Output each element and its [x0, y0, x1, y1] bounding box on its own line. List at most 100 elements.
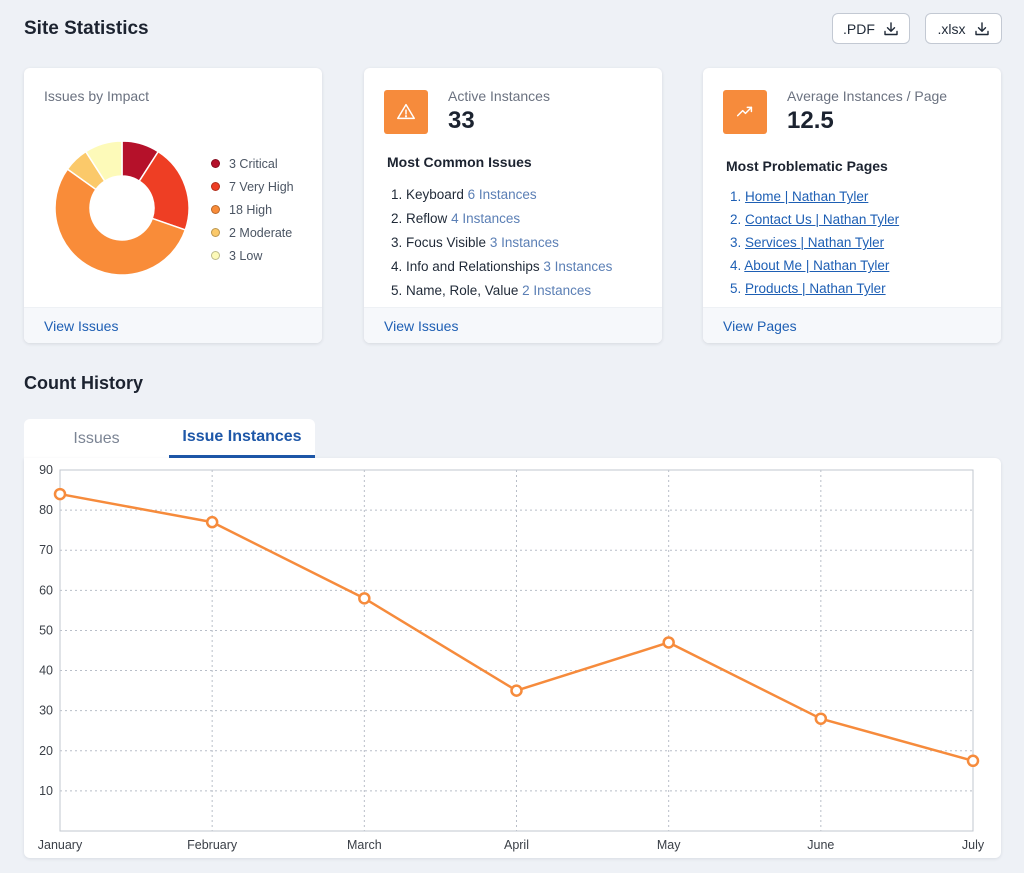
issue-count: 4 Instances: [451, 211, 521, 226]
view-issues-link[interactable]: View Issues: [384, 317, 459, 334]
stat-icon-box: [384, 90, 428, 134]
legend-swatch: [211, 251, 220, 260]
x-tick-label: January: [38, 838, 83, 852]
stat-label: Average Instances / Page: [787, 88, 948, 104]
issue-count: 2 Instances: [522, 283, 592, 298]
stat-icon-box: [723, 90, 767, 134]
list-item: 4. About Me | Nathan Tyler: [730, 254, 899, 277]
legend-label: 3 Critical: [229, 156, 278, 171]
y-tick-label: 20: [39, 744, 53, 758]
issue-name: Info and Relationships: [406, 259, 540, 274]
legend-label: 18 High: [229, 202, 273, 217]
page-link[interactable]: Contact Us | Nathan Tyler: [745, 212, 900, 227]
data-point: [358, 592, 371, 605]
impact-donut-chart: [54, 140, 190, 276]
item-number: 2.: [730, 212, 742, 227]
tab-issues[interactable]: Issues: [24, 419, 169, 458]
legend-label: 7 Very High: [229, 179, 294, 194]
impact-legend: 3 Critical 7 Very High 18 High 2 Moderat…: [211, 152, 294, 267]
stat-label: Active Instances: [448, 88, 550, 104]
page-title: Site Statistics: [24, 18, 149, 39]
list-item: 5. Products | Nathan Tyler: [730, 277, 899, 300]
list-item: 4. Info and Relationships 3 Instances: [391, 255, 612, 279]
issue-count: 3 Instances: [489, 235, 559, 250]
view-pages-link[interactable]: View Pages: [723, 317, 797, 334]
count-history-line-chart: 10 20 30 40 50 60 70 80 90 January February March Ap…: [38, 463, 985, 852]
problematic-pages-list: 1. Home | Nathan Tyler 2. Contact Us | N…: [730, 185, 899, 300]
legend-swatch: [211, 228, 220, 237]
common-issues-list: 1. Keyboard 6 Instances 2. Reflow 4 Inst…: [391, 183, 612, 303]
download-icon: [974, 21, 989, 35]
section-heading: Most Common Issues: [387, 154, 532, 170]
export-xlsx-button[interactable]: .xlsx: [925, 13, 1002, 44]
x-tick-label: June: [807, 838, 834, 852]
trending-up-icon: [736, 106, 753, 117]
legend-item-moderate: 2 Moderate: [211, 221, 294, 244]
average-instances-card: Average Instances / Page 12.5 Most Probl…: [703, 68, 1001, 343]
y-tick-label: 80: [39, 503, 53, 517]
list-item: 3. Focus Visible 3 Instances: [391, 231, 612, 255]
issue-count: 3 Instances: [543, 259, 613, 274]
legend-label: 3 Low: [229, 248, 263, 263]
item-number: 3.: [391, 235, 403, 250]
item-number: 3.: [730, 235, 742, 250]
download-icon: [884, 21, 898, 35]
x-tick-label: July: [962, 838, 985, 852]
export-pdf-label: .PDF: [843, 20, 875, 37]
item-number: 5.: [391, 283, 403, 298]
card-title: Issues by Impact: [44, 88, 150, 104]
history-tabs: Issues Issue Instances: [24, 419, 315, 458]
section-title: Count History: [24, 373, 143, 393]
data-point: [966, 754, 980, 768]
warning-triangle-icon: [397, 103, 415, 120]
y-tick-label: 40: [39, 664, 53, 678]
data-point: [205, 515, 219, 529]
issue-count: 6 Instances: [467, 187, 537, 202]
list-item: 1. Home | Nathan Tyler: [730, 185, 899, 208]
card-footer: View Issues: [24, 307, 322, 343]
item-number: 2.: [391, 211, 403, 226]
donut-slice: [84, 140, 123, 183]
legend-item-high: 18 High: [211, 198, 294, 221]
chart-grid: [60, 470, 973, 831]
list-item: 2. Contact Us | Nathan Tyler: [730, 208, 899, 231]
list-item: 2. Reflow 4 Instances: [391, 207, 612, 231]
stat-value: 12.5: [787, 107, 834, 134]
y-tick-label: 90: [39, 463, 53, 477]
list-item: 3. Services | Nathan Tyler: [730, 231, 899, 254]
tab-issue-instances[interactable]: Issue Instances: [169, 419, 315, 458]
issue-name: Keyboard: [406, 187, 464, 202]
list-item: 1. Keyboard 6 Instances: [391, 183, 612, 207]
y-tick-label: 30: [39, 704, 53, 718]
legend-swatch: [211, 205, 220, 214]
y-tick-label: 60: [39, 583, 53, 597]
page-link[interactable]: Services | Nathan Tyler: [745, 235, 885, 250]
item-number: 4.: [730, 258, 742, 273]
page-link[interactable]: Products | Nathan Tyler: [745, 281, 886, 296]
data-point: [662, 636, 675, 649]
data-point: [814, 712, 828, 725]
x-tick-label: April: [504, 838, 529, 852]
view-issues-link[interactable]: View Issues: [44, 317, 119, 334]
issue-name: Name, Role, Value: [406, 283, 519, 298]
export-pdf-button[interactable]: .PDF: [832, 13, 910, 44]
issue-name: Focus Visible: [406, 235, 487, 250]
count-history-chart-panel: 10 20 30 40 50 60 70 80 90 January February March Ap…: [24, 458, 1001, 858]
plot-frame: [59, 469, 974, 832]
card-footer: View Pages: [703, 307, 1001, 343]
card-footer: View Issues: [364, 307, 662, 343]
legend-item-low: 3 Low: [211, 244, 294, 267]
x-tick-label: March: [347, 838, 382, 852]
issue-name: Reflow: [406, 211, 448, 226]
y-tick-label: 50: [39, 623, 53, 637]
active-instances-card: Active Instances 33 Most Common Issues 1…: [364, 68, 662, 343]
page-link[interactable]: About Me | Nathan Tyler: [744, 258, 890, 273]
legend-label: 2 Moderate: [229, 225, 293, 240]
x-tick-label: May: [657, 838, 681, 852]
donut-slice: [54, 168, 187, 276]
data-point: [510, 684, 523, 697]
page-link[interactable]: Home | Nathan Tyler: [745, 189, 869, 204]
list-item: 5. Name, Role, Value 2 Instances: [391, 279, 612, 303]
item-number: 1.: [730, 189, 742, 204]
stat-value: 33: [448, 107, 475, 134]
